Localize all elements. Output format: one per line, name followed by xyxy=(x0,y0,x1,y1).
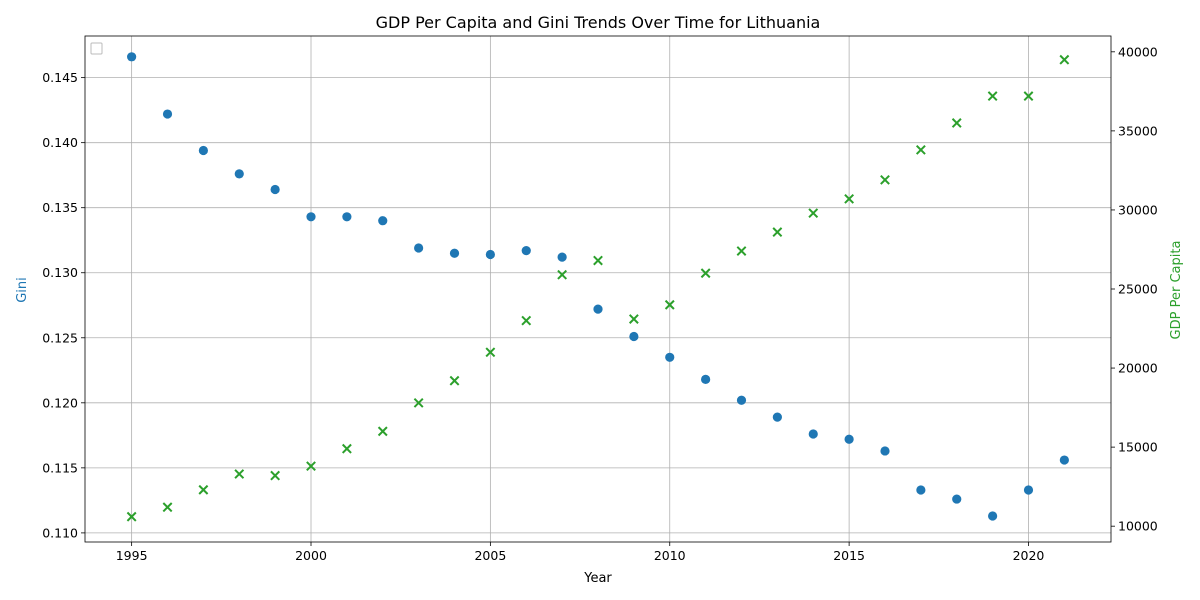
gdp-point xyxy=(628,314,639,324)
y-left-tick-label: 0.135 xyxy=(42,200,78,215)
y-left-tick-label: 0.115 xyxy=(42,460,78,475)
y-right-tick-label: 40000 xyxy=(1118,44,1158,59)
gini-point xyxy=(880,446,890,456)
legend-box xyxy=(90,42,103,55)
gdp-point xyxy=(808,208,819,219)
x-axis-title: Year xyxy=(583,571,612,586)
gdp-point xyxy=(700,268,711,279)
gini-point xyxy=(665,352,675,362)
gini-point xyxy=(198,145,208,156)
gdp-point xyxy=(557,269,568,280)
y-axis-right-title: GDP Per Capita xyxy=(1169,241,1184,340)
gini-point xyxy=(701,374,711,385)
gdp-point xyxy=(1023,91,1034,101)
gini-point xyxy=(127,52,137,62)
gdp-point xyxy=(341,443,352,454)
gdp-point xyxy=(521,315,532,326)
gdp-point xyxy=(449,375,460,386)
gini-point xyxy=(988,511,998,521)
gini-point xyxy=(342,212,352,222)
gini-point xyxy=(629,331,639,342)
gdp-point xyxy=(485,347,496,358)
y-axis-left-title: Gini xyxy=(15,277,30,303)
gini-point xyxy=(1023,485,1034,495)
gdp-point xyxy=(126,511,137,522)
gdp-point xyxy=(270,470,281,481)
gini-point xyxy=(772,412,782,422)
gdp-point xyxy=(306,461,316,472)
gini-point xyxy=(916,485,926,495)
gini-point xyxy=(449,248,460,258)
y-left-tick-label: 0.125 xyxy=(42,330,78,345)
y-right-tick-label: 30000 xyxy=(1118,202,1158,217)
gini-point xyxy=(952,494,962,504)
gdp-point xyxy=(880,174,890,185)
data-points xyxy=(126,52,1070,522)
gini-point xyxy=(521,246,531,256)
gini-point xyxy=(378,216,388,226)
gdp-point xyxy=(413,397,424,408)
y-left-tick-label: 0.145 xyxy=(42,70,78,85)
y-right-tick-label: 25000 xyxy=(1118,282,1158,297)
ticks: 1995 2000 2005 2010 2015 2020 0.110 0.115 0.120 0… xyxy=(42,44,1158,563)
gdp-point xyxy=(198,484,209,495)
y-left-tick-label: 0.130 xyxy=(42,265,78,280)
y-right-tick-label: 35000 xyxy=(1118,123,1158,138)
gini-point xyxy=(736,395,747,405)
gini-point xyxy=(844,434,854,444)
gdp-point xyxy=(234,469,245,479)
gini-point xyxy=(1059,455,1069,465)
chart-title: GDP Per Capita and Gini Trends Over Time… xyxy=(376,13,821,32)
x-tick-label: 2005 xyxy=(474,548,506,563)
gdp-point xyxy=(915,144,926,155)
gini-point xyxy=(234,169,244,179)
x-tick-label: 1995 xyxy=(116,548,148,563)
x-tick-label: 2000 xyxy=(295,548,327,563)
x-tick-label: 2010 xyxy=(654,548,686,563)
y-left-tick-label: 0.140 xyxy=(42,135,78,150)
gini-point xyxy=(557,252,567,262)
gdp-point xyxy=(772,227,783,237)
gini-point xyxy=(270,184,280,195)
gini-point xyxy=(306,212,316,222)
gini-point xyxy=(485,249,495,260)
gdp-point xyxy=(1059,54,1070,65)
y-left-tick-label: 0.110 xyxy=(42,525,78,540)
gini-point xyxy=(593,304,603,314)
gdp-point xyxy=(377,426,388,437)
gini-point xyxy=(808,429,818,439)
gini-point xyxy=(414,243,424,253)
x-tick-label: 2020 xyxy=(1013,548,1045,563)
y-right-tick-label: 10000 xyxy=(1118,519,1158,534)
y-left-tick-label: 0.120 xyxy=(42,395,78,410)
y-right-tick-label: 15000 xyxy=(1118,440,1158,455)
gdp-point xyxy=(593,255,603,266)
gini-point xyxy=(162,109,173,119)
gdp-point xyxy=(987,91,998,101)
gdp-point xyxy=(736,246,747,256)
x-tick-label: 2015 xyxy=(833,548,865,563)
gdp-point xyxy=(664,299,675,310)
gdp-point xyxy=(844,193,855,204)
grid xyxy=(85,36,1111,542)
y-right-tick-label: 20000 xyxy=(1118,361,1158,376)
gdp-point xyxy=(951,118,962,128)
gdp-point xyxy=(162,502,173,513)
